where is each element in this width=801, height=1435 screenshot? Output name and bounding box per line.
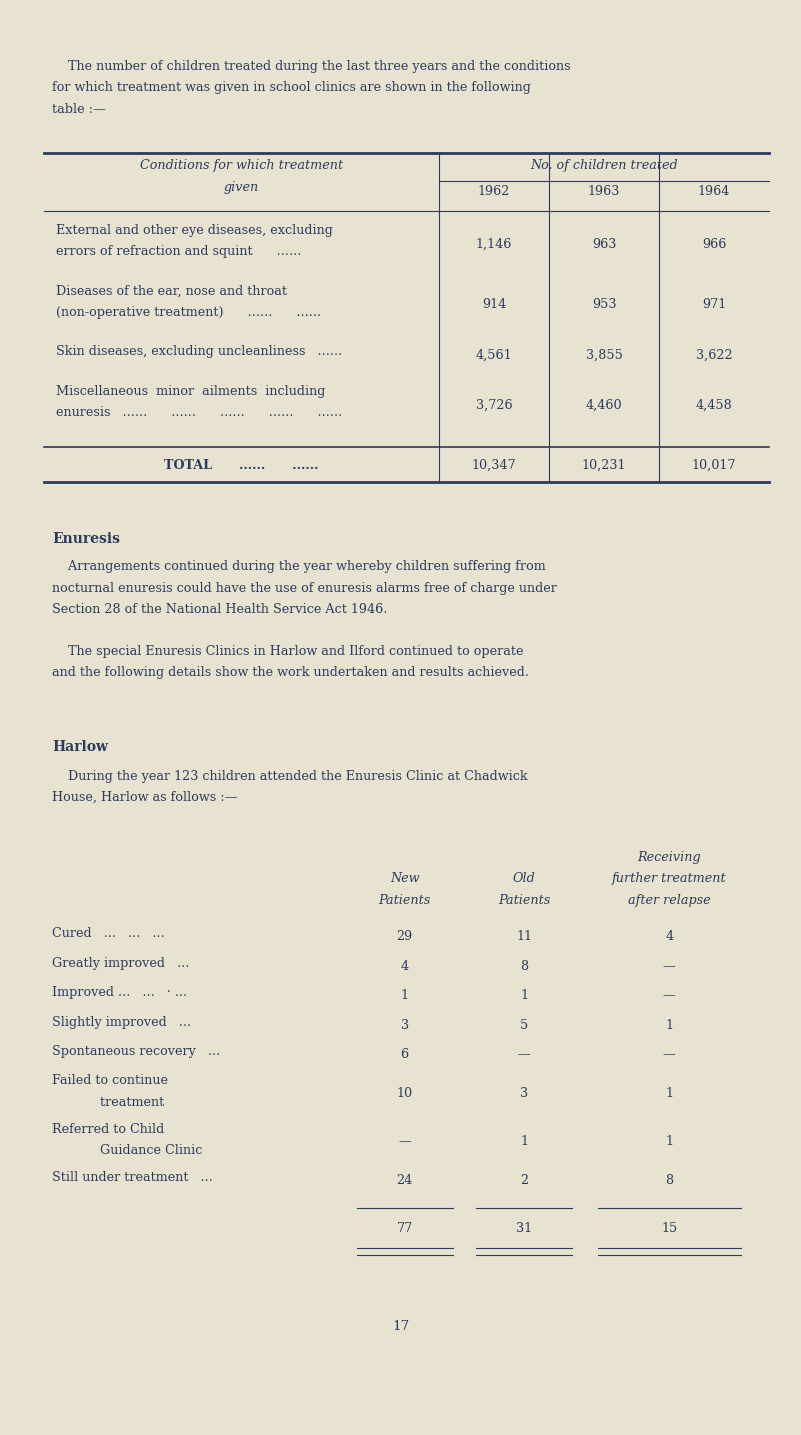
Text: 15: 15	[661, 1223, 678, 1236]
Text: 5: 5	[520, 1019, 529, 1032]
Text: 4: 4	[666, 930, 674, 943]
Text: Receiving: Receiving	[638, 851, 701, 864]
Text: House, Harlow as follows :—: House, Harlow as follows :—	[52, 791, 237, 804]
Text: Patients: Patients	[498, 894, 550, 907]
Text: 1: 1	[400, 989, 409, 1002]
Text: Cured   ...   ...   ...: Cured ... ... ...	[52, 927, 165, 940]
Text: 3: 3	[400, 1019, 409, 1032]
Text: Still under treatment   ...: Still under treatment ...	[52, 1171, 213, 1184]
Text: 8: 8	[521, 960, 529, 973]
Text: Old: Old	[513, 872, 536, 885]
Text: Diseases of the ear, nose and throat: Diseases of the ear, nose and throat	[56, 284, 287, 297]
Text: —: —	[518, 1048, 531, 1062]
Text: Guidance Clinic: Guidance Clinic	[52, 1144, 203, 1157]
Text: after relapse: after relapse	[628, 894, 710, 907]
Text: The special Enuresis Clinics in Harlow and Ilford continued to operate: The special Enuresis Clinics in Harlow a…	[52, 644, 524, 657]
Text: 31: 31	[517, 1223, 533, 1236]
Text: treatment: treatment	[52, 1096, 164, 1109]
Text: 24: 24	[396, 1174, 413, 1187]
Text: 4,460: 4,460	[586, 399, 622, 412]
Text: Arrangements continued during the year whereby children suffering from: Arrangements continued during the year w…	[52, 560, 545, 573]
Text: 29: 29	[396, 930, 413, 943]
Text: 1: 1	[521, 1135, 529, 1148]
Text: 3: 3	[521, 1086, 529, 1101]
Text: 1963: 1963	[588, 185, 620, 198]
Text: New: New	[390, 872, 420, 885]
Text: During the year 123 children attended the Enuresis Clinic at Chadwick: During the year 123 children attended th…	[52, 769, 528, 782]
Text: table :—: table :—	[52, 103, 106, 116]
Text: 3,855: 3,855	[586, 349, 622, 362]
Text: 10,231: 10,231	[582, 459, 626, 472]
Text: Harlow: Harlow	[52, 739, 108, 753]
Text: 10,347: 10,347	[472, 459, 517, 472]
Text: No. of children treated: No. of children treated	[530, 159, 678, 172]
Text: further treatment: further treatment	[612, 872, 727, 885]
Text: 77: 77	[396, 1223, 413, 1236]
Text: 1,146: 1,146	[476, 238, 513, 251]
Text: 971: 971	[702, 298, 727, 311]
Text: The number of children treated during the last three years and the conditions: The number of children treated during th…	[52, 60, 570, 73]
Text: Spontaneous recovery   ...: Spontaneous recovery ...	[52, 1045, 220, 1058]
Text: Failed to continue: Failed to continue	[52, 1075, 168, 1088]
Text: 3,622: 3,622	[696, 349, 732, 362]
Text: 1: 1	[521, 989, 529, 1002]
Text: 1: 1	[666, 1019, 674, 1032]
Text: Greatly improved   ...: Greatly improved ...	[52, 957, 189, 970]
Text: —: —	[663, 960, 676, 973]
Text: Slightly improved   ...: Slightly improved ...	[52, 1016, 191, 1029]
Text: Section 28 of the National Health Service Act 1946.: Section 28 of the National Health Servic…	[52, 603, 388, 616]
Text: Improved ...   ...   · ...: Improved ... ... · ...	[52, 986, 187, 999]
Text: 1964: 1964	[698, 185, 731, 198]
Text: Conditions for which treatment: Conditions for which treatment	[140, 159, 343, 172]
Text: 10: 10	[396, 1086, 413, 1101]
Text: 17: 17	[392, 1320, 409, 1333]
Text: for which treatment was given in school clinics are shown in the following: for which treatment was given in school …	[52, 82, 531, 95]
Text: External and other eye diseases, excluding: External and other eye diseases, excludi…	[56, 224, 333, 237]
Text: Patients: Patients	[379, 894, 431, 907]
Text: nocturnal enuresis could have the use of enuresis alarms free of charge under: nocturnal enuresis could have the use of…	[52, 581, 557, 594]
Text: 4: 4	[400, 960, 409, 973]
Text: 11: 11	[517, 930, 533, 943]
Text: Miscellaneous  minor  ailments  including: Miscellaneous minor ailments including	[56, 385, 325, 397]
Text: 966: 966	[702, 238, 727, 251]
Text: errors of refraction and squint      ......: errors of refraction and squint ......	[56, 245, 301, 258]
Text: 1: 1	[666, 1135, 674, 1148]
Text: 3,726: 3,726	[476, 399, 513, 412]
Text: enuresis   ......      ......      ......      ......      ......: enuresis ...... ...... ...... ...... ...…	[56, 406, 342, 419]
Text: and the following details show the work undertaken and results achieved.: and the following details show the work …	[52, 666, 529, 679]
Text: 2: 2	[521, 1174, 529, 1187]
Text: —: —	[663, 989, 676, 1002]
Text: 914: 914	[482, 298, 506, 311]
Text: TOTAL      ......      ......: TOTAL ...... ......	[164, 459, 319, 472]
Text: 953: 953	[592, 298, 616, 311]
Text: —: —	[663, 1048, 676, 1062]
Text: —: —	[398, 1135, 411, 1148]
Text: 8: 8	[666, 1174, 674, 1187]
Text: 1962: 1962	[478, 185, 510, 198]
Text: 6: 6	[400, 1048, 409, 1062]
Text: 4,561: 4,561	[476, 349, 513, 362]
Text: Enuresis: Enuresis	[52, 532, 120, 545]
Text: 4,458: 4,458	[695, 399, 732, 412]
Text: Referred to Child: Referred to Child	[52, 1122, 164, 1135]
Text: 963: 963	[592, 238, 616, 251]
Text: 1: 1	[666, 1086, 674, 1101]
Text: (non-operative treatment)      ......      ......: (non-operative treatment) ...... ......	[56, 306, 321, 319]
Text: given: given	[224, 181, 260, 194]
Text: 10,017: 10,017	[692, 459, 736, 472]
Text: Skin diseases, excluding uncleanliness   ......: Skin diseases, excluding uncleanliness .…	[56, 346, 342, 359]
